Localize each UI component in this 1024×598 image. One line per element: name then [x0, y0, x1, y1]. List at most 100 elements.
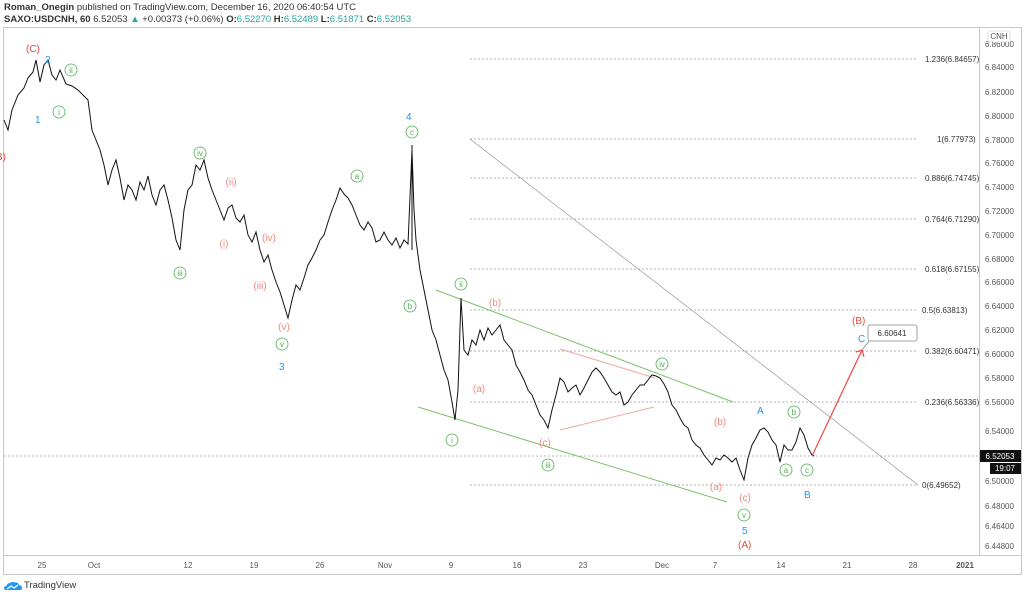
time-axis[interactable] — [3, 554, 1022, 575]
price-series — [3, 58, 815, 482]
wave-label-4: 4 — [406, 112, 412, 123]
wave-label-B: B — [804, 490, 811, 501]
low-value: 6.51871 — [329, 14, 365, 25]
fib-label-05: 0.5(6.63813) — [922, 306, 968, 315]
svg-text:6.44800: 6.44800 — [985, 542, 1014, 551]
publish-line: Roman_Onegin published on TradingView.co… — [4, 2, 411, 14]
publisher-name[interactable]: Roman_Onegin — [4, 2, 75, 13]
time-axis-labels: 25 Oct 12 19 26 Nov 9 16 23 Dec 7 14 21 … — [38, 561, 975, 570]
up-arrow-icon: ▲ — [130, 14, 140, 25]
wave-labels-pink: (i) (ii) (iii) (iv) (v) (a) (b) (c) (a) … — [220, 177, 751, 504]
wave-label-i-minor: (i) — [220, 239, 229, 250]
projection-arrow[interactable] — [811, 349, 865, 457]
svg-text:Oct: Oct — [88, 561, 101, 570]
target-price: 6.60641 — [878, 329, 907, 338]
high-label: H: — [273, 14, 284, 25]
svg-text:6.86000: 6.86000 — [985, 40, 1014, 49]
svg-text:6.46400: 6.46400 — [985, 522, 1014, 531]
circle-label-iii-1: iii — [173, 266, 187, 280]
svg-text:6.66000: 6.66000 — [985, 278, 1014, 287]
triangle-pattern[interactable] — [559, 348, 656, 431]
descending-channel[interactable] — [417, 289, 734, 503]
svg-text:b: b — [792, 408, 797, 417]
svg-text:i: i — [58, 108, 60, 117]
circle-label-a-2: a — [779, 463, 793, 477]
wave-label-iv-minor: (iv) — [262, 233, 276, 244]
cloud-logo-icon — [4, 581, 22, 590]
wave-label-c-minor-1: (c) — [539, 438, 551, 449]
svg-text:6.58000: 6.58000 — [985, 374, 1014, 383]
svg-text:c: c — [410, 128, 414, 137]
circle-label-iv-1: iv — [193, 146, 207, 160]
circle-label-i-2: i — [445, 433, 459, 447]
brand-name: TradingView — [24, 580, 77, 591]
svg-text:Nov: Nov — [378, 561, 392, 570]
svg-text:iii: iii — [177, 269, 183, 278]
price-axis[interactable] — [979, 27, 1022, 556]
price-axis-labels: 6.86000 6.84000 6.82000 6.80000 6.78000 … — [985, 40, 1014, 551]
wave-label-ii-minor: (ii) — [225, 177, 236, 188]
change-value: +0.00373 (+0.06%) — [142, 14, 224, 25]
circle-label-v-1: v — [275, 337, 289, 351]
circle-label-ii-2: ii — [454, 277, 468, 291]
circle-label-b-1: b — [403, 299, 417, 313]
svg-text:23: 23 — [579, 561, 588, 570]
wave-label-a-minor-1: (a) — [473, 384, 485, 395]
svg-text:ii: ii — [69, 66, 73, 75]
svg-text:25: 25 — [38, 561, 47, 570]
tradingview-logo[interactable]: TradingView — [4, 580, 76, 591]
wave-label-A: A — [757, 406, 764, 417]
svg-text:6.74000: 6.74000 — [985, 183, 1014, 192]
svg-text:6.76000: 6.76000 — [985, 159, 1014, 168]
svg-text:a: a — [355, 172, 360, 181]
svg-text:c: c — [805, 466, 809, 475]
svg-text:6.64000: 6.64000 — [985, 302, 1014, 311]
svg-text:a: a — [784, 466, 789, 475]
bar-countdown: 19:07 — [995, 464, 1016, 473]
fib-label-1: 1(6.77973) — [937, 135, 976, 144]
fib-label-0: 0(6.49652) — [922, 481, 961, 490]
fib-label-1236: 1.236(6.84657) — [925, 55, 980, 64]
svg-text:19: 19 — [250, 561, 259, 570]
svg-text:ii: ii — [459, 280, 463, 289]
svg-text:14: 14 — [777, 561, 786, 570]
wave-label-1: 1 — [35, 115, 41, 126]
fibonacci-retracement[interactable] — [470, 58, 918, 486]
chart-header: Roman_Onegin published on TradingView.co… — [4, 2, 411, 26]
ohlc-line: SAXO:USDCNH, 60 6.52053 ▲ +0.00373 (+0.0… — [4, 14, 411, 26]
circle-label-b-2: b — [787, 405, 801, 419]
svg-text:2021: 2021 — [956, 561, 974, 570]
wave-label-b-minor-2: (b) — [714, 417, 726, 428]
wave-label-5: 5 — [742, 526, 748, 537]
circle-label-i-1: i — [52, 105, 66, 119]
fib-label-0618: 0.618(6.67155) — [925, 265, 980, 274]
circle-label-iv-2: iv — [655, 357, 669, 371]
last-price: 6.52053 — [93, 14, 128, 25]
svg-text:6.50000: 6.50000 — [985, 477, 1014, 486]
wave-label-2: 2 — [45, 55, 51, 66]
currency-badge[interactable]: CNH — [987, 30, 1011, 43]
svg-text:9: 9 — [449, 561, 454, 570]
fib-label-0236: 0.236(6.56336) — [925, 398, 980, 407]
svg-text:6.68000: 6.68000 — [985, 255, 1014, 264]
svg-text:6.82000: 6.82000 — [985, 88, 1014, 97]
svg-text:b: b — [408, 302, 413, 311]
svg-text:iii: iii — [545, 461, 551, 470]
svg-text:iv: iv — [659, 360, 665, 369]
svg-text:v: v — [742, 511, 746, 520]
wave-label-A-major: (A) — [738, 540, 751, 551]
fib-trend-line[interactable] — [469, 138, 919, 486]
wave-label-iii-minor: (iii) — [253, 281, 266, 292]
chart-pane[interactable] — [3, 27, 980, 556]
svg-text:CNH: CNH — [990, 32, 1008, 41]
svg-text:6.78000: 6.78000 — [985, 136, 1014, 145]
open-label: O: — [226, 14, 237, 25]
target-callout[interactable]: 6.60641 — [861, 324, 918, 351]
close-value: 6.52053 — [376, 14, 412, 25]
last-price-badge: 6.52053 19:07 — [980, 450, 1021, 474]
wave-label-C-major: (C) — [26, 44, 40, 55]
svg-text:7: 7 — [713, 561, 718, 570]
wave-label-C: C — [858, 334, 865, 345]
wave-label-3: 3 — [279, 362, 285, 373]
svg-text:6.62000: 6.62000 — [985, 326, 1014, 335]
